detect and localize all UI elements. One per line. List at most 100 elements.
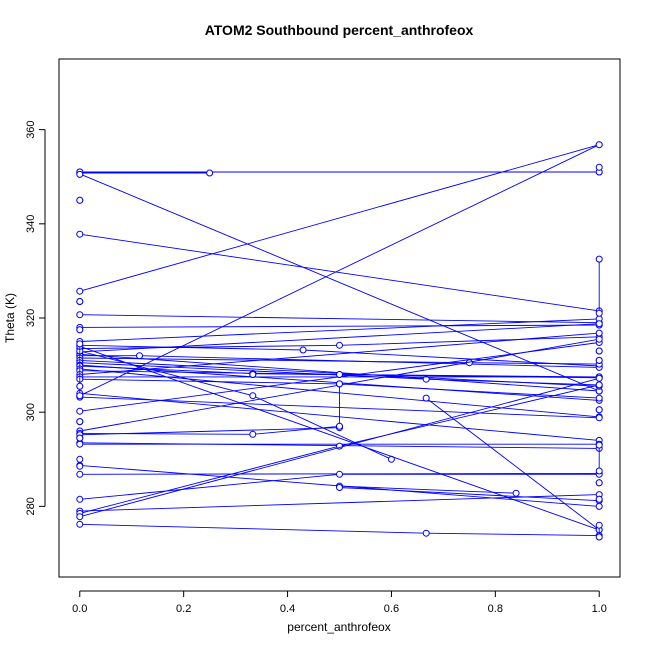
data-point bbox=[76, 230, 84, 238]
series-9 bbox=[76, 315, 603, 345]
y-tick-label: 280 bbox=[25, 497, 37, 515]
data-point bbox=[249, 392, 257, 400]
series-32 bbox=[76, 424, 343, 439]
data-point bbox=[76, 287, 84, 295]
x-tick-label: 0.6 bbox=[384, 603, 399, 615]
series-47 bbox=[76, 168, 84, 178]
data-point bbox=[595, 329, 603, 337]
data-point bbox=[512, 489, 520, 497]
series-51 bbox=[76, 455, 84, 470]
series-1 bbox=[76, 168, 603, 176]
y-tick-label: 300 bbox=[25, 403, 37, 421]
series-2 bbox=[76, 169, 214, 177]
series-5 bbox=[76, 141, 603, 295]
data-point bbox=[76, 520, 84, 528]
data-point bbox=[595, 347, 603, 355]
data-point bbox=[76, 513, 84, 521]
data-point bbox=[595, 502, 603, 510]
x-tick-label: 0.0 bbox=[72, 603, 87, 615]
y-axis-label: Theta (K) bbox=[3, 293, 17, 343]
data-point bbox=[595, 381, 603, 389]
series-line bbox=[79, 332, 600, 375]
series-64 bbox=[595, 495, 603, 503]
series-line bbox=[252, 373, 340, 375]
series-line bbox=[79, 314, 600, 324]
series-line bbox=[339, 485, 517, 494]
data-point bbox=[595, 533, 603, 541]
data-point bbox=[76, 434, 84, 442]
series-line bbox=[79, 323, 600, 353]
data-point bbox=[76, 407, 84, 415]
data-point bbox=[595, 441, 603, 449]
series-line bbox=[79, 144, 600, 292]
y-tick-label: 320 bbox=[25, 309, 37, 327]
y-tick-label: 340 bbox=[25, 215, 37, 233]
data-point bbox=[595, 320, 603, 328]
data-point bbox=[595, 335, 603, 343]
data-point bbox=[76, 470, 84, 478]
data-point bbox=[595, 356, 603, 364]
data-point bbox=[595, 521, 603, 529]
data-point bbox=[595, 141, 603, 149]
data-point bbox=[336, 341, 343, 349]
data-point bbox=[299, 346, 307, 354]
data-point bbox=[76, 440, 84, 448]
series-40 bbox=[76, 374, 603, 521]
data-point bbox=[76, 382, 84, 390]
series-61 bbox=[595, 347, 603, 355]
x-tick-label: 0.4 bbox=[280, 603, 295, 615]
series-44 bbox=[422, 394, 603, 534]
data-point bbox=[336, 484, 343, 491]
series-8 bbox=[76, 321, 603, 331]
x-tick-label: 0.8 bbox=[488, 603, 503, 615]
series-58 bbox=[76, 418, 84, 426]
series-4 bbox=[76, 230, 603, 315]
data-point bbox=[595, 374, 603, 382]
data-point bbox=[76, 495, 84, 503]
data-point bbox=[595, 479, 603, 487]
series-65 bbox=[249, 371, 257, 378]
x-axis: 0.0 0.2 0.4 0.6 0.8 1.0 bbox=[72, 590, 607, 615]
data-point bbox=[76, 326, 84, 334]
data-point bbox=[76, 196, 84, 204]
series-line bbox=[79, 318, 600, 342]
data-point bbox=[76, 418, 84, 426]
series-7 bbox=[76, 311, 603, 327]
series-11 bbox=[76, 333, 603, 353]
data-point bbox=[595, 414, 603, 422]
y-axis: 280 300 320 340 360 bbox=[25, 120, 46, 516]
data-point bbox=[336, 371, 343, 378]
data-point bbox=[76, 340, 84, 348]
series-52 bbox=[595, 521, 603, 541]
series-line bbox=[79, 324, 600, 328]
data-point bbox=[76, 311, 84, 319]
series-line bbox=[79, 494, 600, 512]
data-point bbox=[595, 394, 603, 402]
series-41 bbox=[76, 520, 603, 540]
series-line bbox=[79, 523, 600, 537]
data-point bbox=[595, 467, 603, 475]
data-point bbox=[336, 380, 343, 388]
series-line bbox=[339, 487, 600, 502]
series-line bbox=[79, 233, 600, 312]
data-point bbox=[422, 394, 430, 402]
series-63 bbox=[595, 479, 603, 487]
series-62 bbox=[595, 356, 603, 364]
series-59 bbox=[76, 434, 84, 442]
data-point bbox=[76, 462, 84, 470]
data-point bbox=[595, 255, 603, 263]
y-tick-label: 360 bbox=[25, 120, 37, 138]
data-point bbox=[595, 406, 603, 414]
data-point bbox=[595, 163, 603, 171]
data-point bbox=[76, 455, 84, 463]
data-point bbox=[76, 298, 84, 305]
data-point bbox=[422, 529, 430, 537]
series-53 bbox=[595, 441, 603, 475]
series-line bbox=[79, 144, 600, 397]
chart-title: ATOM2 Southbound percent_anthrofeox bbox=[205, 22, 474, 38]
series-line bbox=[79, 425, 340, 435]
series-line bbox=[79, 377, 600, 518]
x-tick-label: 0.2 bbox=[176, 603, 191, 615]
series-layer bbox=[76, 141, 603, 541]
